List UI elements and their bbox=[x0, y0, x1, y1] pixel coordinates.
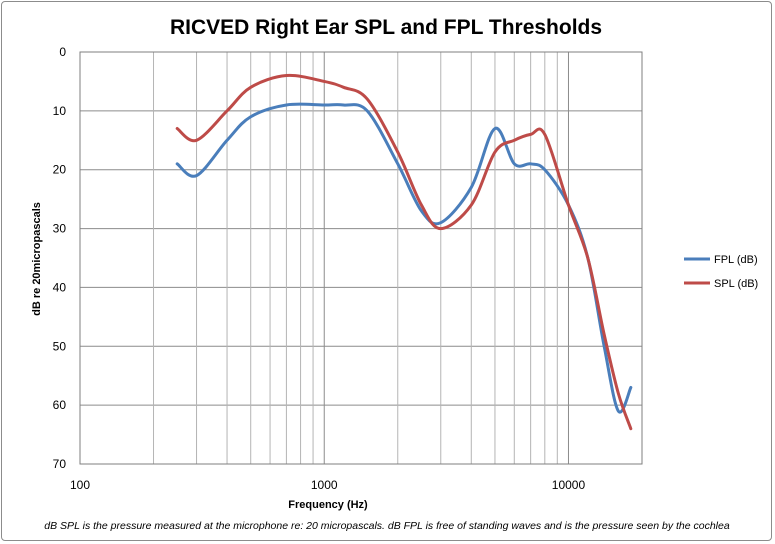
y-tick-label: 40 bbox=[53, 280, 67, 294]
chart-title: RICVED Right Ear SPL and FPL Thresholds bbox=[170, 16, 602, 39]
y-axis-ticks: 0 10 20 30 40 50 60 70 bbox=[53, 45, 67, 471]
y-tick-label: 50 bbox=[53, 339, 67, 353]
x-axis-ticks: 100 1000 10000 bbox=[70, 478, 586, 492]
y-tick-label: 20 bbox=[53, 163, 67, 177]
footnote: dB SPL is the pressure measured at the m… bbox=[44, 520, 730, 532]
series-lines bbox=[175, 73, 633, 431]
y-axis-title: dB re 20micropascals bbox=[31, 202, 43, 316]
legend: FPL (dB) SPL (dB) bbox=[684, 254, 758, 290]
y-tick-label: 60 bbox=[53, 398, 67, 412]
x-axis-title: Frequency (Hz) bbox=[288, 499, 368, 511]
series-line-fpl bbox=[175, 102, 633, 414]
series-line-spl bbox=[175, 73, 633, 431]
x-tick-label: 1000 bbox=[311, 478, 338, 492]
plot-area-border bbox=[79, 51, 643, 465]
y-tick-label: 0 bbox=[59, 45, 66, 59]
y-tick-label: 70 bbox=[53, 457, 67, 471]
x-tick-label: 10000 bbox=[552, 478, 586, 492]
y-tick-label: 10 bbox=[53, 104, 67, 118]
legend-label-spl: SPL (dB) bbox=[714, 278, 758, 290]
y-tick-label: 30 bbox=[53, 222, 67, 236]
x-tick-label: 100 bbox=[70, 478, 90, 492]
grid bbox=[80, 52, 642, 464]
legend-label-fpl: FPL (dB) bbox=[714, 254, 758, 266]
